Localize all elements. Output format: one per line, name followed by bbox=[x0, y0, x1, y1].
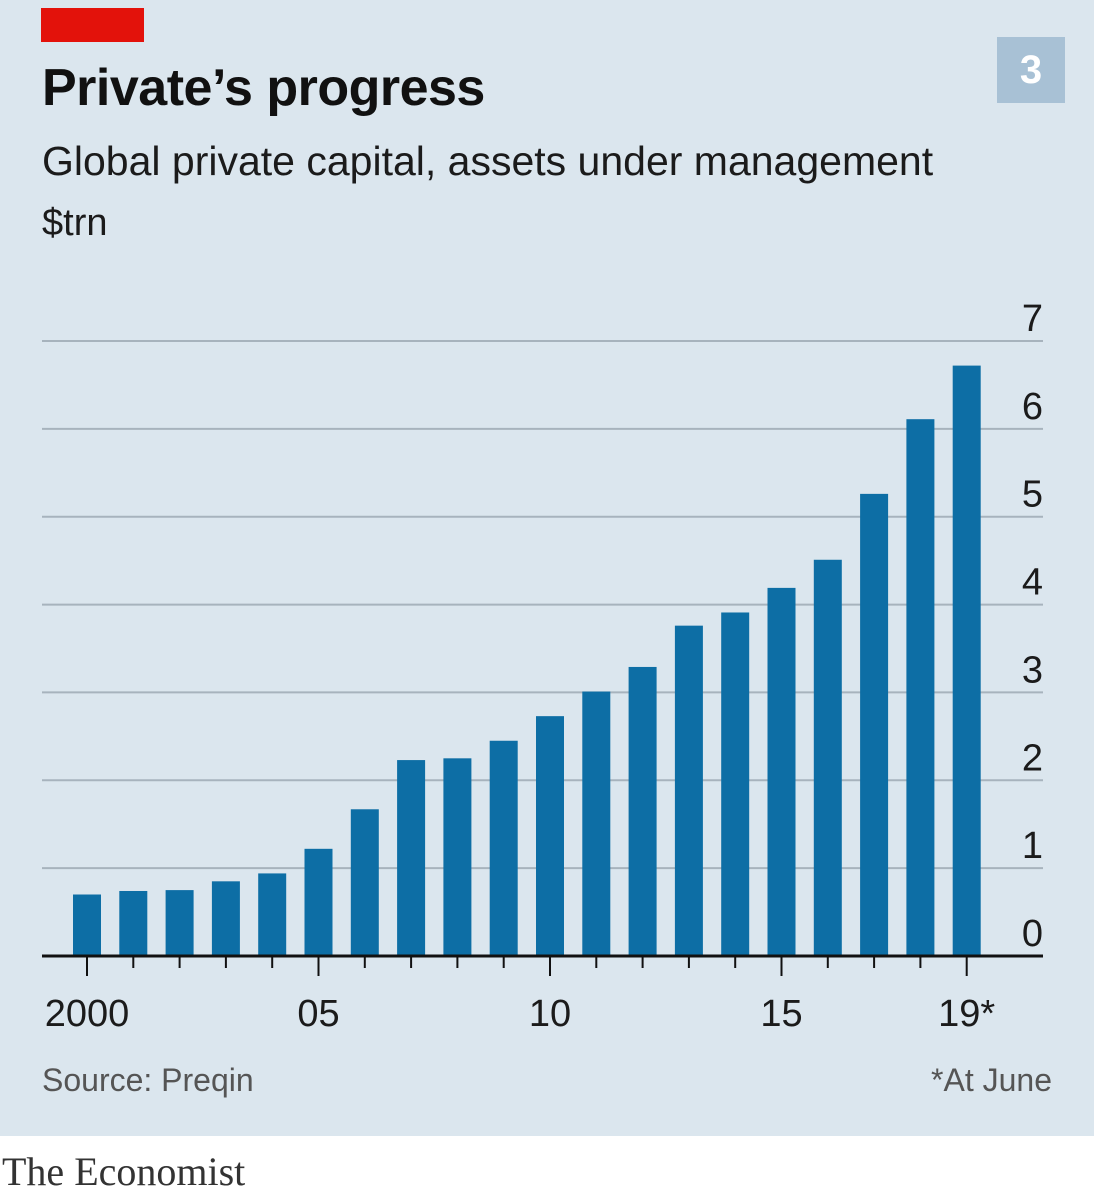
y-tick-label: 5 bbox=[1022, 474, 1043, 516]
bar-chart: 0 1 2 3 4 5 6 7 2000 05 10 15 19* bbox=[42, 298, 1043, 1035]
x-axis-labels: 2000 05 10 15 19* bbox=[45, 993, 996, 1035]
bar bbox=[767, 587, 796, 956]
y-tick-label: 3 bbox=[1022, 649, 1043, 691]
bar bbox=[119, 890, 148, 956]
y-axis-labels: 0 1 2 3 4 5 6 7 bbox=[1022, 298, 1043, 955]
bar bbox=[73, 894, 101, 956]
y-tick-label: 4 bbox=[1022, 562, 1043, 604]
bar bbox=[258, 873, 287, 956]
brand-red-tag bbox=[41, 8, 144, 42]
bar bbox=[304, 848, 333, 956]
y-tick-label: 7 bbox=[1022, 298, 1043, 340]
bar bbox=[397, 760, 426, 956]
bar bbox=[536, 716, 564, 956]
bars bbox=[73, 365, 981, 957]
x-axis bbox=[42, 954, 1043, 976]
bar bbox=[350, 809, 379, 956]
bar bbox=[813, 559, 842, 956]
economist-wordmark: The Economist bbox=[2, 1149, 246, 1194]
x-tick-label: 19* bbox=[938, 993, 995, 1035]
source-note: Source: Preqin bbox=[42, 1062, 254, 1098]
bar bbox=[489, 740, 518, 956]
chart-title: Private’s progress bbox=[42, 59, 485, 117]
bar bbox=[211, 881, 240, 956]
x-tick-label: 10 bbox=[529, 993, 571, 1035]
x-tick-label: 15 bbox=[760, 993, 802, 1035]
bar bbox=[860, 493, 889, 956]
chart-number-badge: 3 bbox=[997, 37, 1065, 103]
bar bbox=[674, 625, 703, 956]
bar bbox=[952, 365, 981, 957]
chart-subtitle: Global private capital, assets under man… bbox=[42, 138, 934, 184]
bar bbox=[721, 612, 750, 956]
x-tick-label: 2000 bbox=[45, 993, 130, 1035]
y-tick-label: 6 bbox=[1022, 386, 1043, 428]
y-tick-label: 0 bbox=[1022, 913, 1043, 955]
bar bbox=[443, 758, 472, 956]
bar bbox=[582, 691, 611, 956]
x-tick-label: 05 bbox=[297, 993, 339, 1035]
chart-unit-label: $trn bbox=[42, 202, 108, 244]
y-tick-label: 1 bbox=[1022, 825, 1043, 867]
bar bbox=[628, 666, 657, 956]
footnote: *At June bbox=[931, 1062, 1052, 1098]
bar bbox=[165, 890, 194, 956]
y-tick-label: 2 bbox=[1022, 737, 1043, 779]
bar bbox=[906, 419, 935, 956]
